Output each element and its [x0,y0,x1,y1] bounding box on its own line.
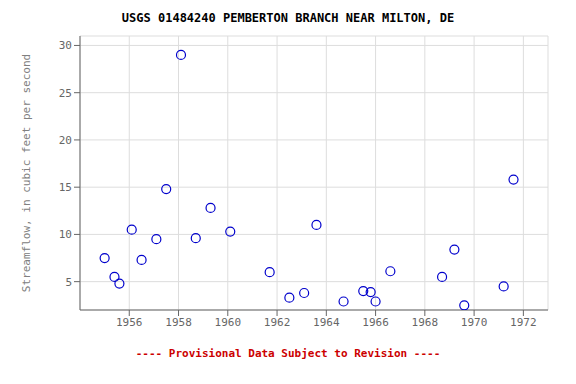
svg-text:1962: 1962 [264,316,291,329]
html-text:---- Provisional Data Subject: ---- Provisional Data Subject to Revisio… [135,347,441,360]
html-text:USGS 01484240 PEMBERTON BRANCH: USGS 01484240 PEMBERTON BRANCH NEAR MILT… [121,11,455,25]
svg-text:10: 10 [59,228,72,241]
svg-text:5: 5 [65,276,72,289]
svg-text:1956: 1956 [116,316,143,329]
svg-text:Streamflow, in cubic feet per: Streamflow, in cubic feet per second [20,54,33,292]
svg-text:15: 15 [59,181,72,194]
svg-text:1970: 1970 [461,316,488,329]
svg-text:1960: 1960 [215,316,242,329]
svg-text:1968: 1968 [412,316,439,329]
svg-text:1958: 1958 [165,316,192,329]
svg-text:20: 20 [59,134,72,147]
svg-text:25: 25 [59,87,72,100]
svg-text:30: 30 [59,39,72,52]
svg-text:1964: 1964 [313,316,340,329]
svg-text:1966: 1966 [362,316,389,329]
svg-text:1972: 1972 [510,316,537,329]
